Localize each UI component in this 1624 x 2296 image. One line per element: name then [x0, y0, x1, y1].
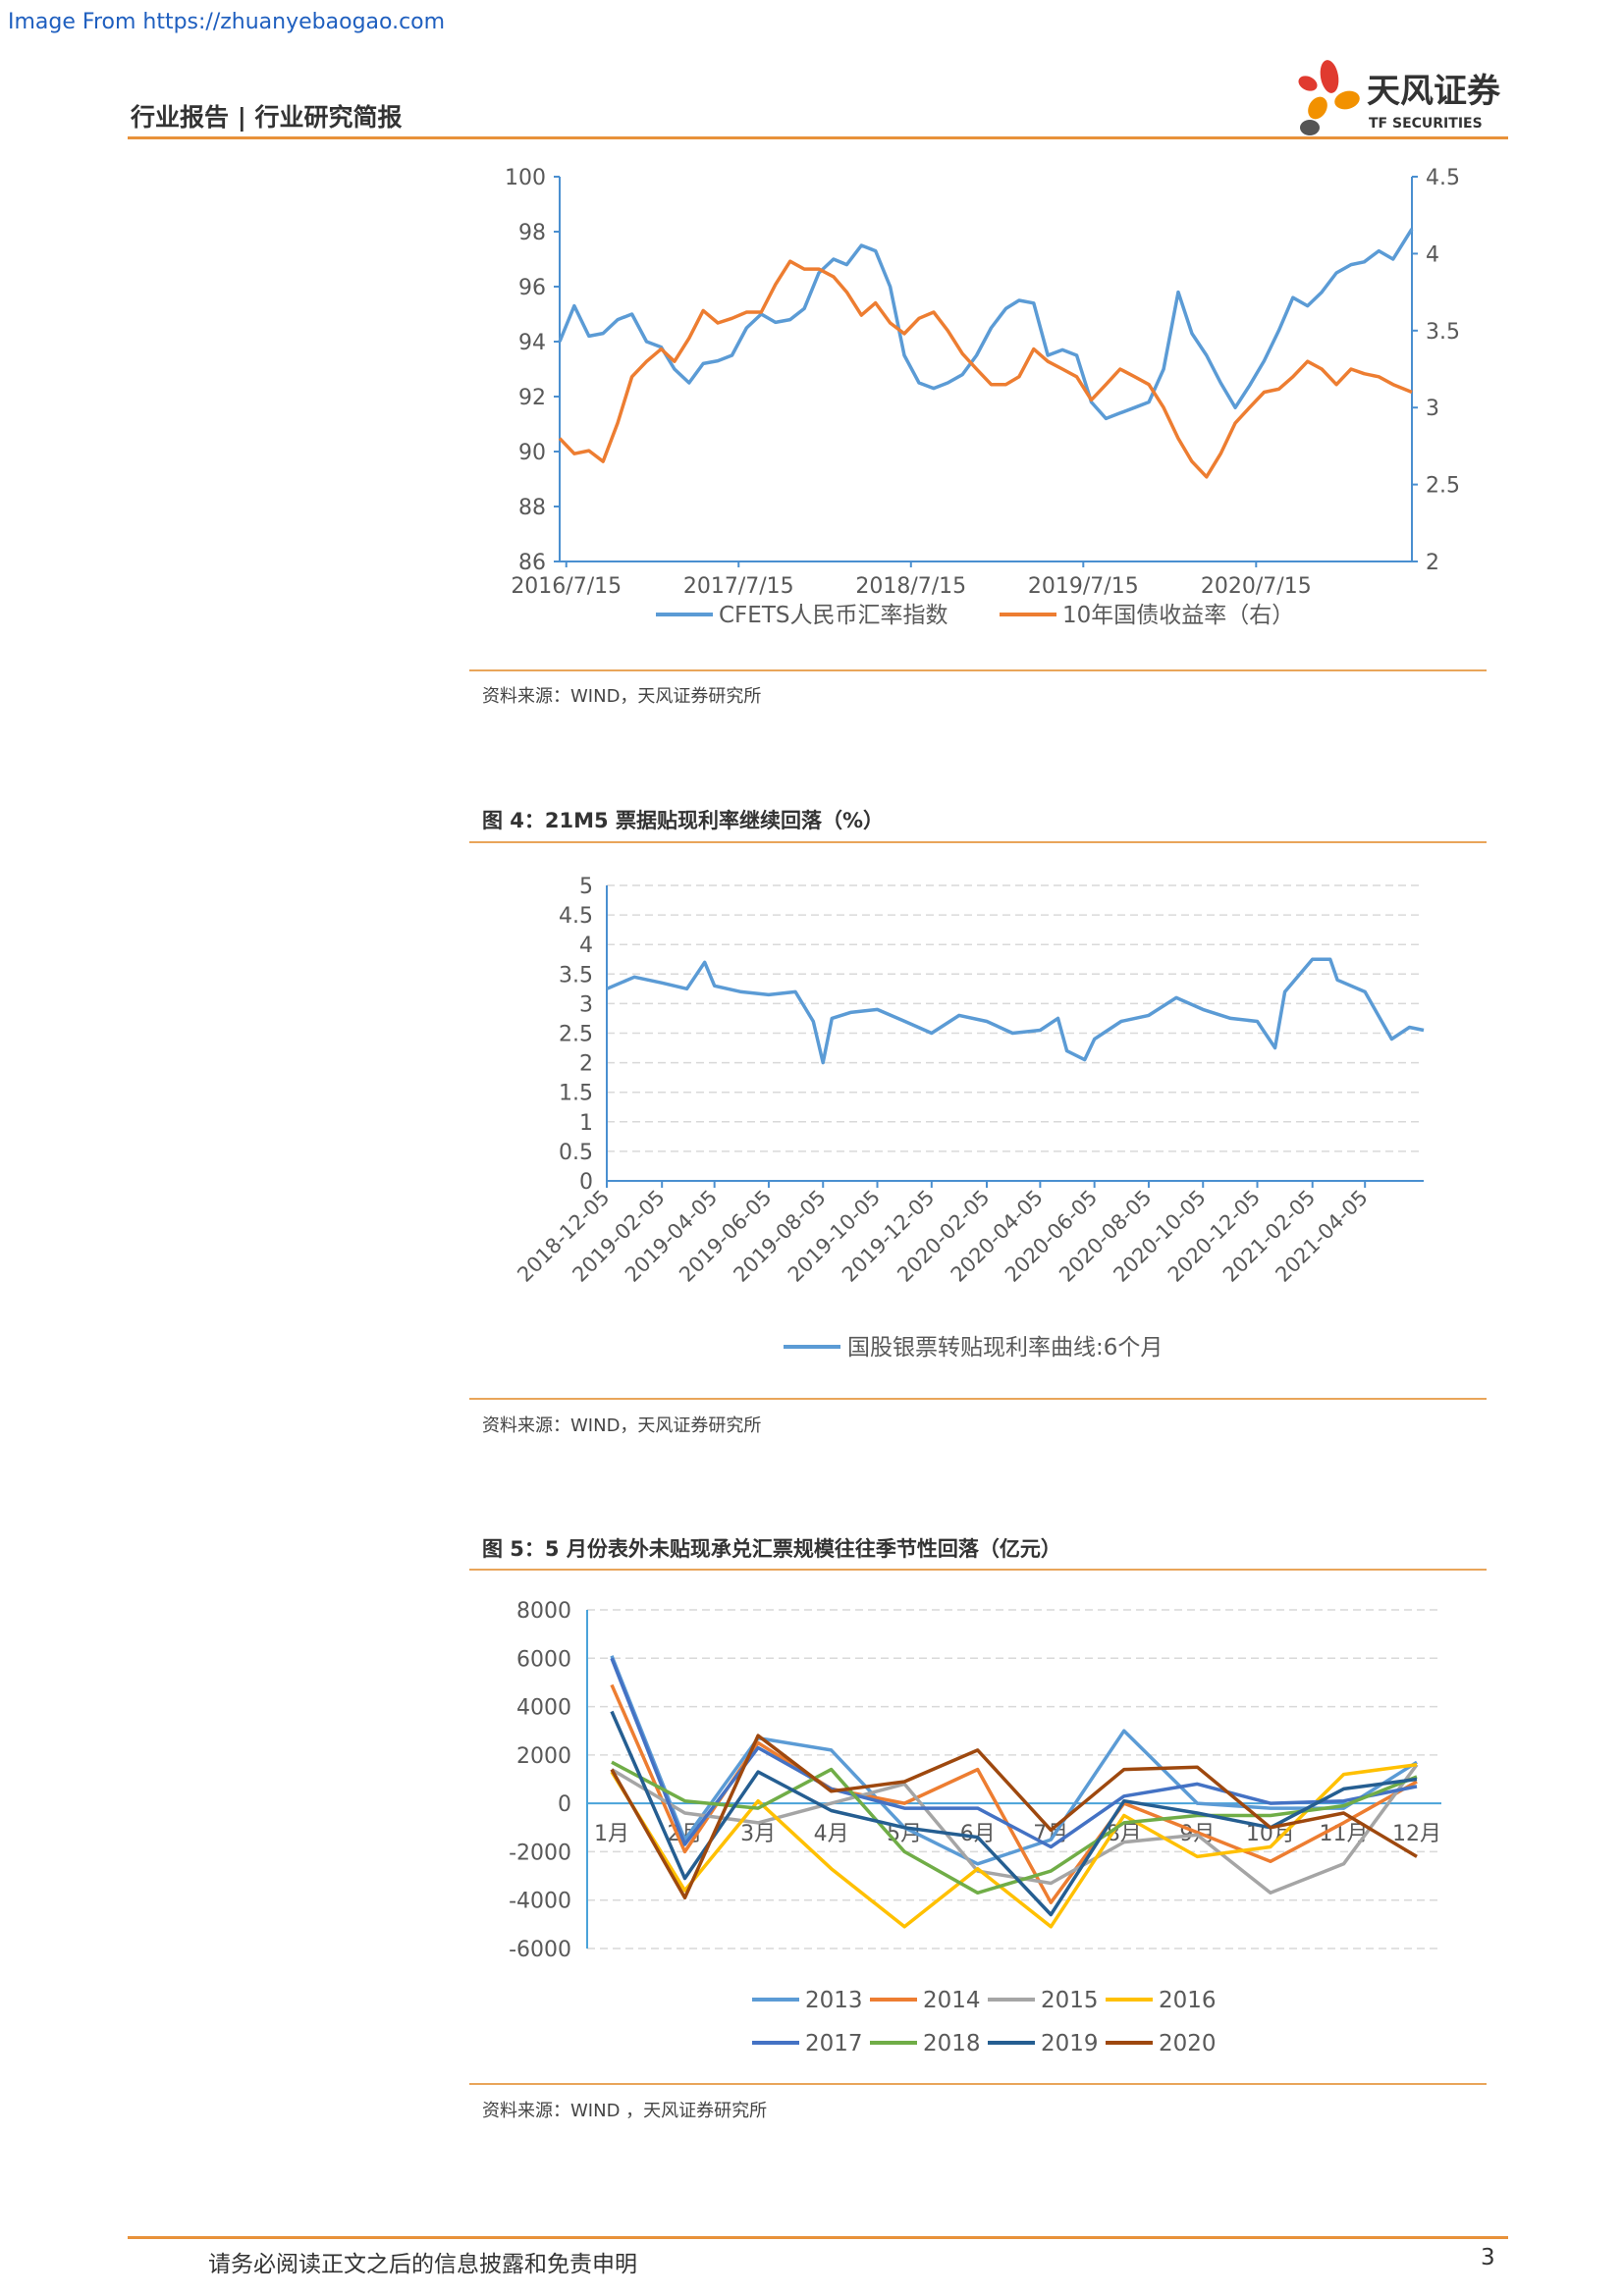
figure4-title: 图 4：21M5 票据贴现利率继续回落（%） — [482, 809, 885, 832]
page-number: 3 — [1481, 2245, 1495, 2270]
y-left-tick-label: 86 — [518, 551, 546, 575]
legend-label-2018: 2018 — [923, 2031, 981, 2056]
logo-mark-icon — [1298, 60, 1360, 135]
figure4-top-rule — [469, 841, 1487, 843]
y-tick-label: -6000 — [509, 1938, 571, 1962]
footer-divider — [128, 2236, 1508, 2239]
legend-label-2017: 2017 — [805, 2031, 863, 2056]
legend-label-2016: 2016 — [1159, 1988, 1217, 2013]
legend-label-2019: 2019 — [1041, 2031, 1099, 2056]
watermark: Image From https://zhuanyebaogao.com — [8, 10, 446, 34]
legend-label-2014: 2014 — [923, 1988, 981, 2013]
x-tick-label: 2016/7/15 — [511, 574, 622, 599]
figure4-bottom-rule — [469, 1398, 1487, 1400]
logo-text-cn: 天风证券 — [1367, 72, 1501, 111]
legend-label-2020: 2020 — [1159, 2031, 1217, 2056]
y-tick-label: 0 — [558, 1792, 571, 1817]
series-line — [606, 957, 1425, 1065]
x-tick-label: 2020/7/15 — [1201, 574, 1312, 599]
y-tick-label: 1 — [579, 1111, 593, 1136]
y-right-tick-label: 4.5 — [1426, 166, 1460, 190]
legend-label-2013: 2013 — [805, 1988, 863, 2013]
y-right-tick-label: 2.5 — [1426, 474, 1460, 499]
x-tick-label: 2018/7/15 — [855, 574, 966, 599]
y-tick-label: 6000 — [516, 1647, 571, 1672]
y-tick-label: 4 — [579, 934, 593, 958]
x-tick-label: 2021-04-05 — [1271, 1186, 1372, 1287]
y-left-tick-label: 100 — [505, 166, 546, 190]
x-tick-label: 2019/7/15 — [1028, 574, 1139, 599]
x-tick-label: 12月 — [1392, 1822, 1441, 1846]
y-left-tick-label: 94 — [518, 331, 546, 355]
figure5-top-rule — [469, 1569, 1487, 1571]
figure5-source: 资料来源：WIND ，天风证券研究所 — [482, 2101, 768, 2121]
y-tick-label: -2000 — [509, 1841, 571, 1865]
x-tick-label: 3月 — [740, 1822, 776, 1846]
header-divider — [128, 136, 1508, 139]
y-tick-label: 3.5 — [559, 963, 593, 988]
y-tick-label: 3 — [579, 992, 593, 1017]
y-tick-label: 2.5 — [559, 1023, 593, 1047]
y-right-tick-label: 4 — [1426, 242, 1439, 267]
y-left-tick-label: 98 — [518, 221, 546, 245]
y-left-tick-label: 88 — [518, 496, 546, 520]
series-line-2013 — [610, 1655, 1418, 1866]
y-tick-label: 1.5 — [559, 1082, 593, 1106]
legend-label: 10年国债收益率（右） — [1062, 603, 1294, 628]
logo-text-en: TF SECURITIES — [1369, 116, 1483, 132]
page-title: 行业报告 | 行业研究简报 — [131, 103, 403, 132]
y-tick-label: 8000 — [516, 1599, 571, 1624]
chart-cfets-vs-bond-yield: 100 98 96 94 92 90 88 86 4.5 4 3.5 3 2.5 2 2016/7/15 20… — [505, 166, 1460, 628]
figure3-source: 资料来源：WIND，天风证券研究所 — [482, 686, 762, 707]
x-tick-label: 1月 — [594, 1822, 629, 1846]
series-line-2019 — [610, 1710, 1418, 1917]
y-left-tick-label: 90 — [518, 441, 546, 465]
y-left-tick-label: 96 — [518, 276, 546, 300]
company-logo: 天风证券 TF SECURITIES — [1298, 60, 1501, 135]
figure5-bottom-rule — [469, 2083, 1487, 2085]
series-line-0 — [558, 228, 1414, 421]
y-tick-label: 0.5 — [559, 1141, 593, 1165]
chart-discount-rate: 54.543.532.521.510.502018-12-052019-02-0… — [513, 875, 1425, 1361]
figure4-source: 资料来源：WIND，天风证券研究所 — [482, 1415, 762, 1436]
x-tick-label: 2017/7/15 — [683, 574, 794, 599]
footer-disclaimer: 请务必阅读正文之后的信息披露和免责申明 — [208, 2252, 637, 2277]
y-right-tick-label: 2 — [1426, 551, 1439, 575]
series-line-2016 — [610, 1762, 1418, 1929]
legend-label: CFETS人民币汇率指数 — [719, 603, 947, 628]
series-line-2020 — [610, 1734, 1418, 1900]
y-tick-label: 2 — [579, 1052, 593, 1077]
x-tick-label: 4月 — [814, 1822, 849, 1846]
y-tick-label: 5 — [579, 875, 593, 899]
y-tick-label: 0 — [579, 1170, 593, 1195]
y-right-tick-label: 3.5 — [1426, 320, 1460, 345]
y-right-tick-label: 3 — [1426, 397, 1439, 421]
y-tick-label: 4000 — [516, 1696, 571, 1721]
legend-label-2015: 2015 — [1041, 1988, 1099, 2013]
figure5-title: 图 5：5 月份表外未贴现承兑汇票规模往往季节性回落（亿元） — [482, 1537, 1061, 1561]
y-tick-label: 2000 — [516, 1744, 571, 1769]
y-tick-label: -4000 — [509, 1890, 571, 1914]
y-left-tick-label: 92 — [518, 386, 546, 410]
legend-label: 国股银票转贴现利率曲线:6个月 — [847, 1335, 1163, 1361]
series-line-1 — [558, 259, 1413, 479]
y-tick-label: 4.5 — [559, 904, 593, 929]
series-line-2018 — [611, 1760, 1418, 1896]
figure3-bottom-rule — [469, 669, 1487, 671]
x-tick-label: 2019-04-05 — [621, 1186, 722, 1287]
